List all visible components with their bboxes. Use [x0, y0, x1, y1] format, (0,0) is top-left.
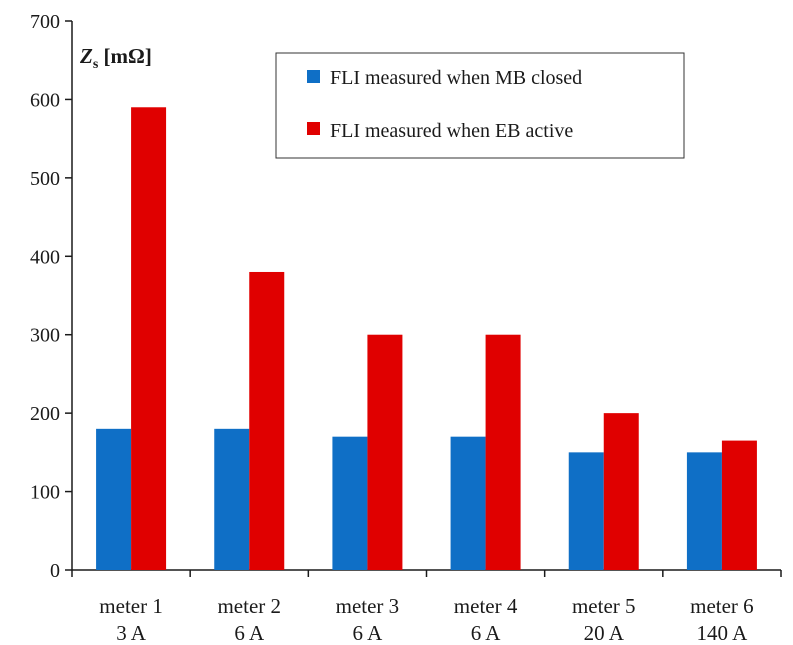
y-axis-ticks: 0 100 200 300 400 500 600 700: [30, 11, 72, 582]
bar-eb-active: [485, 334, 521, 570]
y-tick-label: 500: [30, 168, 60, 190]
y-axis-label-subscript: s: [93, 57, 99, 72]
x-tick-sublabel: 3 A: [116, 621, 147, 645]
x-tick-sublabel: 6 A: [471, 621, 502, 645]
bar-mb-closed: [568, 452, 604, 570]
y-tick-label: 400: [30, 246, 60, 268]
x-tick-label: meter 6: [690, 594, 754, 618]
x-tick-sublabel: 6 A: [353, 621, 384, 645]
bar-mb-closed: [686, 452, 722, 570]
x-tick-label: meter 1: [99, 594, 163, 618]
y-axis-label-unit: [mΩ]: [98, 44, 152, 68]
bar-eb-active: [249, 271, 285, 570]
axes: [71, 21, 782, 577]
y-tick-label: 600: [30, 89, 60, 111]
bar-mb-closed: [450, 436, 486, 570]
x-tick-label: meter 5: [572, 594, 636, 618]
x-tick-label: meter 4: [454, 594, 518, 618]
legend-label-series-1: FLI measured when MB closed: [330, 67, 582, 89]
x-tick-sublabel: 6 A: [234, 621, 265, 645]
bar-eb-active: [367, 334, 403, 570]
y-tick-label: 200: [30, 403, 60, 425]
x-tick-label: meter 3: [336, 594, 400, 618]
legend: FLI measured when MB closed FLI measured…: [275, 52, 685, 159]
bar-mb-closed: [96, 428, 132, 570]
legend-swatch-series-2: [307, 122, 320, 135]
x-tick-label: meter 2: [217, 594, 281, 618]
y-tick-label: 700: [30, 11, 60, 33]
legend-swatch-series-1: [307, 70, 320, 83]
bar-eb-active: [131, 107, 167, 571]
y-tick-label: 0: [50, 560, 60, 582]
y-axis-label-symbol: Z: [79, 44, 93, 68]
bar-eb-active: [603, 413, 639, 570]
y-tick-label: 300: [30, 325, 60, 347]
bar-eb-active: [721, 440, 757, 570]
x-tick-sublabel: 20 A: [584, 621, 625, 645]
bars: [96, 107, 757, 571]
bar-mb-closed: [214, 428, 250, 570]
legend-label-series-2: FLI measured when EB active: [330, 120, 573, 142]
y-axis-label: Zs [mΩ]: [79, 44, 152, 72]
bar-mb-closed: [332, 436, 368, 570]
x-tick-sublabel: 140 A: [697, 621, 749, 645]
legend-box: [275, 52, 685, 159]
y-tick-label: 100: [30, 482, 60, 504]
x-axis-labels: meter 1 3 A meter 2 6 A meter 3 6 A meter 4 6 A…: [99, 594, 753, 645]
